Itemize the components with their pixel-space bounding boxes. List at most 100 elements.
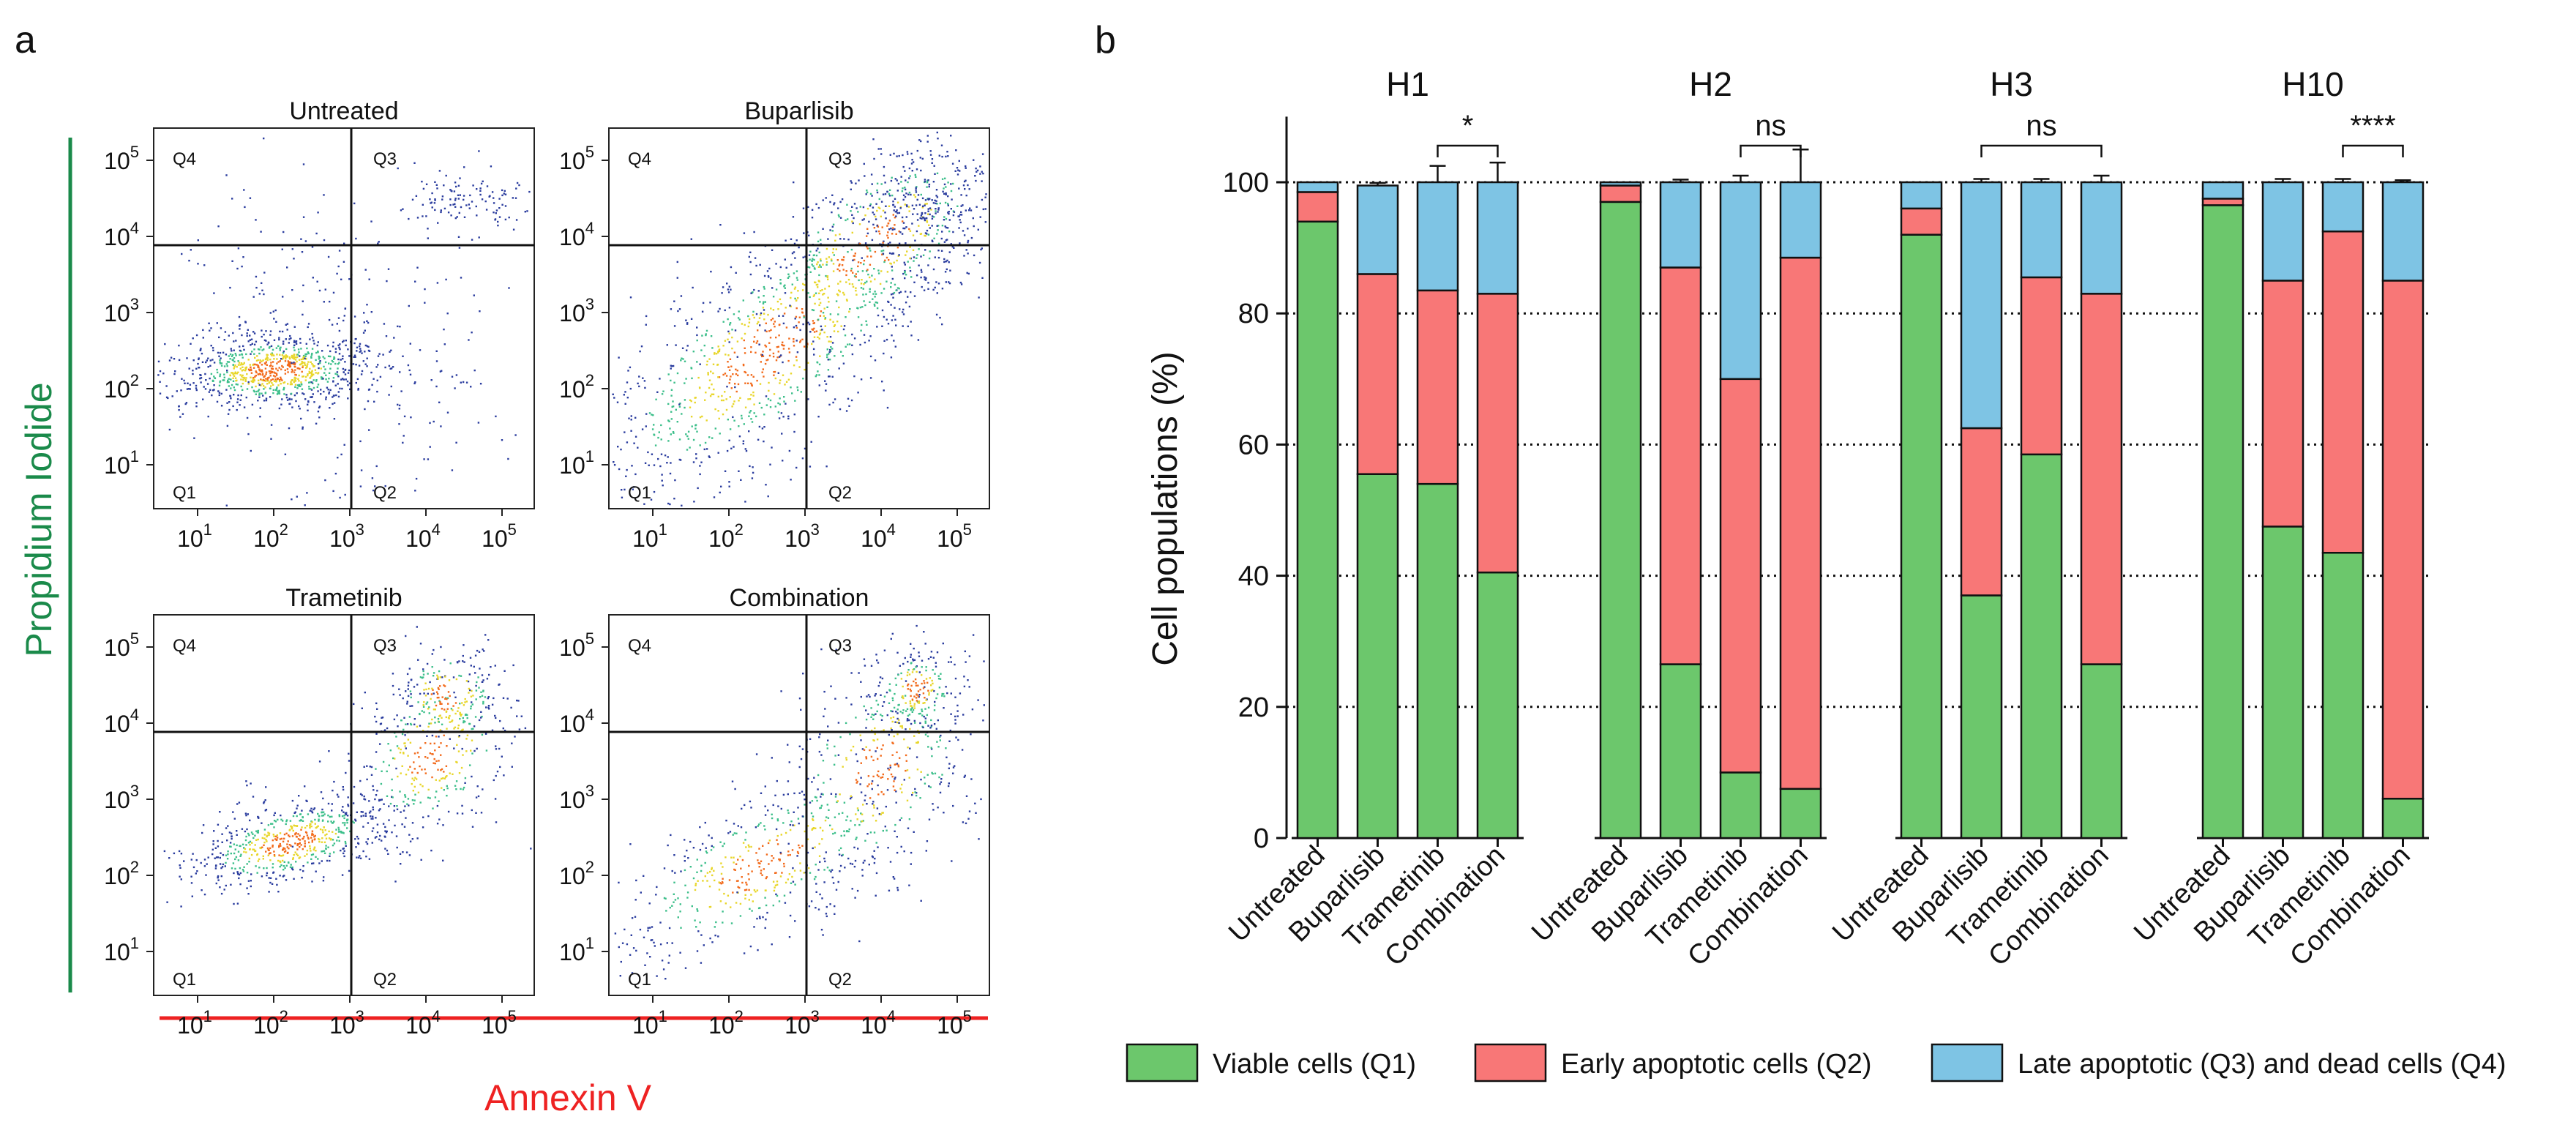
bar-segment [1476, 181, 1519, 295]
x-tick-label: 102 [253, 1007, 288, 1039]
bar-segment [2381, 181, 2425, 282]
bar-segment [1476, 571, 1519, 840]
flow-plot-frame [153, 614, 535, 996]
y-tick-label: 104 [104, 706, 139, 737]
bar-segment [1659, 181, 1702, 269]
quadrant-label-q2: Q2 [373, 970, 397, 990]
significance-bracket [1740, 144, 1802, 157]
y-tick-label: 103 [104, 295, 139, 326]
bar-segment [1659, 663, 1702, 840]
panel-label-a: a [15, 19, 36, 61]
x-tick-label: 101 [177, 1007, 212, 1039]
bar-segment [2321, 181, 2365, 233]
bar-segment [2261, 526, 2304, 840]
bar-segment [2201, 204, 2244, 840]
bar-segment [1599, 201, 1642, 840]
quadrant-label-q3: Q3 [373, 149, 397, 169]
legend-label: Late apoptotic (Q3) and dead cells (Q4) [2018, 1049, 2506, 1080]
x-tick-label: 103 [785, 1007, 820, 1039]
panel-label-b: b [1095, 19, 1116, 61]
y-tick-label: 60 [1238, 430, 1269, 460]
y-tick-label: 102 [104, 371, 139, 403]
x-tick-label: 103 [785, 520, 820, 552]
quadrant-label-q1: Q1 [173, 970, 196, 990]
x-tick-label: 102 [708, 1007, 744, 1039]
x-tick-label: 104 [405, 1007, 441, 1039]
y-tick-label: 104 [104, 219, 139, 250]
y-tick-label: 40 [1238, 561, 1269, 592]
bar-segment [1416, 482, 1459, 840]
flow-dot-cloud [612, 131, 987, 506]
significance-bracket [1980, 144, 2103, 157]
flow-plot-frame [608, 127, 990, 509]
y-tick-label: 103 [559, 295, 594, 326]
quadrant-label-q1: Q1 [173, 483, 196, 503]
quadrant-label-q1: Q1 [628, 483, 651, 503]
quadrant-label-q3: Q3 [373, 636, 397, 656]
quadrant-label-q4: Q4 [173, 636, 196, 656]
quadrant-label-q4: Q4 [628, 636, 651, 656]
x-tick-label: 101 [632, 520, 667, 552]
quadrant-label-q4: Q4 [628, 149, 651, 169]
y-tick-label: 105 [104, 143, 139, 174]
bar-segment [2020, 181, 2063, 279]
x-tick-label: 104 [861, 520, 896, 552]
y-tick-label: 102 [104, 858, 139, 889]
x-tick-label: 102 [708, 520, 744, 552]
group-title: H3 [1990, 65, 2033, 103]
quadrant-label-q3: Q3 [828, 636, 852, 656]
quadrant-label-q2: Q2 [828, 970, 852, 990]
significance-label: **** [2350, 110, 2395, 142]
y-tick-label: 104 [559, 219, 594, 250]
bar-segment [1719, 378, 1762, 774]
bar-segment [1296, 181, 1339, 193]
bar-segment [2321, 230, 2365, 554]
bar-segment [1356, 184, 1399, 275]
bar-segment [2381, 797, 2425, 840]
flow-plot: Untreated Q1 Q2 Q3 Q4 101 101 102 102 103 103 104 10… [104, 97, 535, 552]
y-tick-label: 20 [1238, 692, 1269, 723]
legend-swatch [1474, 1043, 1547, 1082]
y-tick-label: 105 [559, 143, 594, 174]
bar-segment [2080, 663, 2123, 840]
bar-segment [1476, 293, 1519, 574]
y-tick-label: 101 [559, 934, 594, 965]
y-tick-label: 101 [104, 447, 139, 479]
group-title: H10 [2282, 65, 2343, 103]
annexin-v-label: Annexin V [484, 1077, 652, 1118]
flow-plot-title: Buparlisib [744, 97, 853, 125]
bar-segment [1416, 181, 1459, 292]
propidium-iodide-label: Propidium Iodide [18, 382, 59, 657]
x-tick-label: 102 [253, 520, 288, 552]
flow-dot-cloud [614, 624, 985, 980]
flow-plot-title: Trametinib [285, 584, 402, 612]
bar-segment [1296, 220, 1339, 840]
y-tick-label: 101 [559, 447, 594, 479]
significance-bracket [2342, 144, 2404, 157]
bar-segment [1779, 788, 1822, 840]
y-tick-label: 0 [1254, 823, 1269, 854]
bar-segment [1296, 191, 1339, 223]
x-tick-label: 101 [177, 520, 212, 552]
flow-dot-cloud [163, 626, 532, 908]
flow-plot-title: Combination [730, 584, 869, 612]
bar-segment [1719, 771, 1762, 840]
quadrant-label-q2: Q2 [828, 483, 852, 503]
significance-bracket [1437, 144, 1499, 157]
quadrant-label-q3: Q3 [828, 149, 852, 169]
bar-segment [2261, 280, 2304, 528]
bar-segment [1900, 181, 1943, 210]
y-tick-label: 101 [104, 934, 139, 965]
x-tick-label: 105 [482, 520, 517, 552]
y-tick-label: 103 [559, 782, 594, 813]
flow-plot-frame [153, 127, 535, 509]
bar-segment [2080, 181, 2123, 295]
flow-plot: Buparlisib Q1 Q2 Q3 Q4 101 101 102 102 103 103 104 1… [559, 97, 990, 552]
bar-segment [1900, 233, 1943, 840]
y-tick-label: 103 [104, 782, 139, 813]
y-tick-label: 105 [559, 629, 594, 661]
bar-segment [1416, 289, 1459, 485]
x-tick-label: 103 [329, 520, 364, 552]
bar-segment [1960, 181, 2003, 430]
